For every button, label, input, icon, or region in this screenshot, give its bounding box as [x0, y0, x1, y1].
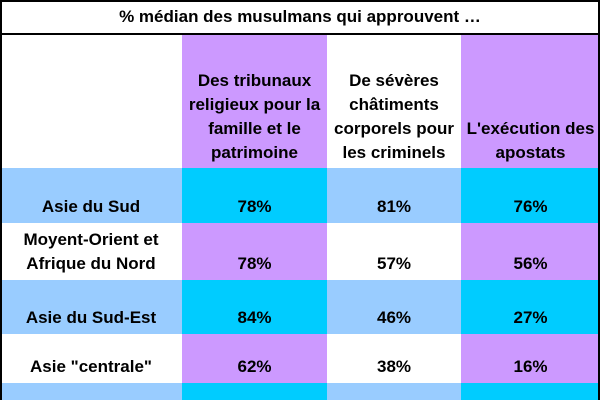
value-cell-r4-c2-text: 38% [376, 357, 412, 376]
value-cell-r4-c1-text: 62% [237, 357, 272, 376]
value-cell-r1-c3-text: 76% [513, 197, 548, 216]
column-header-2-text: De sévères châtiments corporels pour les… [334, 71, 454, 162]
column-header-1-text: Des tribunaux religieux pour la famille … [188, 71, 321, 162]
value-cell-r3-c3-text: 27% [513, 308, 548, 327]
partial-row-cell-2 [182, 383, 327, 400]
column-header-1: Des tribunaux religieux pour la famille … [182, 34, 327, 168]
table-title: % médian des musulmans qui approuvent … [119, 7, 481, 26]
value-cell-r4-c3: 16% [461, 334, 600, 383]
value-cell-r3-c3: 27% [461, 280, 600, 334]
value-cell-r1-c1: 78% [182, 168, 327, 223]
column-header-3-text: L'exécution des apostats [466, 119, 595, 162]
value-cell-r3-c2-text: 46% [376, 308, 412, 327]
column-header-2: De sévères châtiments corporels pour les… [327, 34, 461, 168]
row-label-4-text: Asie "centrale" [30, 357, 152, 376]
value-cell-r3-c1-text: 84% [237, 308, 272, 327]
row-label-3-text: Asie du Sud-Est [25, 308, 157, 327]
partial-row-cell-4 [461, 383, 600, 400]
row-label-2-text: Moyent-Orient et Afrique du Nord [23, 230, 159, 273]
value-cell-r2-c1: 78% [182, 223, 327, 280]
value-cell-r1-c1-text: 78% [237, 197, 272, 216]
row-label-3: Asie du Sud-Est [0, 280, 182, 334]
row-label-2: Moyent-Orient et Afrique du Nord [0, 223, 182, 280]
left-border [0, 0, 2, 400]
partial-row-cell-1 [0, 383, 182, 400]
value-cell-r3-c2: 46% [327, 280, 461, 334]
top-border [0, 0, 600, 2]
value-cell-r2-c2: 57% [327, 223, 461, 280]
right-border [598, 0, 600, 400]
value-cell-r2-c2-text: 57% [376, 254, 412, 273]
value-cell-r2-c3: 56% [461, 223, 600, 280]
value-cell-r1-c3: 76% [461, 168, 600, 223]
value-cell-r2-c3-text: 56% [513, 254, 548, 273]
title-bottom-rule [0, 33, 600, 35]
corner-cell [0, 34, 182, 168]
value-cell-r4-c2: 38% [327, 334, 461, 383]
row-label-1: Asie du Sud [0, 168, 182, 223]
value-cell-r3-c1: 84% [182, 280, 327, 334]
value-cell-r2-c1-text: 78% [237, 254, 272, 273]
row-label-4: Asie "centrale" [0, 334, 182, 383]
row-label-1-text: Asie du Sud [41, 197, 141, 216]
value-cell-r1-c2: 81% [327, 168, 461, 223]
value-cell-r1-c2-text: 81% [376, 197, 412, 216]
value-cell-r4-c3-text: 16% [513, 357, 548, 376]
column-header-3: L'exécution des apostats [461, 34, 600, 168]
value-cell-r4-c1: 62% [182, 334, 327, 383]
partial-row-cell-3 [327, 383, 461, 400]
